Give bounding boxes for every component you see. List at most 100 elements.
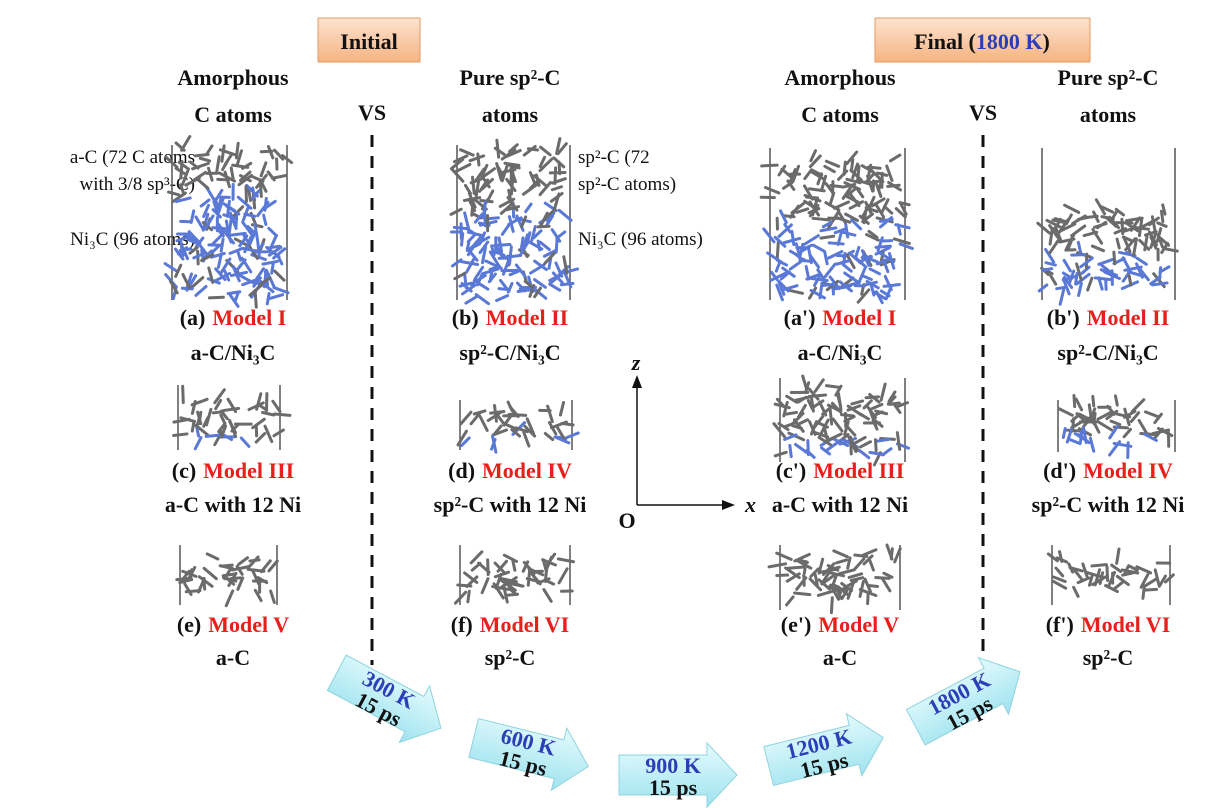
bond [183, 386, 184, 402]
panel-letter: (f) [451, 612, 473, 637]
bond [812, 399, 814, 411]
bond [841, 232, 855, 235]
header-final-text: Final ( [914, 29, 976, 54]
bond [245, 214, 255, 216]
bond [483, 202, 485, 217]
bond [1069, 439, 1080, 443]
bond [874, 412, 882, 416]
header-final: Final (1800 K) [914, 29, 1050, 54]
bond [1092, 565, 1107, 566]
bond [841, 415, 853, 416]
bond [482, 579, 488, 593]
bond [213, 228, 227, 229]
step-arrow: 1200 K15 ps [761, 706, 891, 797]
bond [468, 232, 482, 235]
panel-model: Model III [203, 458, 294, 483]
bond [1097, 421, 1111, 430]
bond [805, 170, 812, 179]
bond [1039, 285, 1047, 291]
panel-description: sp²-C/Ni₃C [1057, 340, 1158, 365]
bond [900, 244, 912, 249]
bond [274, 430, 283, 436]
bond [1107, 567, 1108, 581]
bond [790, 445, 791, 456]
bond [196, 286, 206, 295]
bond [241, 438, 249, 446]
bond [1093, 396, 1094, 405]
bond [1114, 582, 1124, 590]
bond [777, 575, 788, 576]
bond [207, 409, 211, 424]
bond [830, 409, 831, 424]
bond [1079, 283, 1082, 295]
panel-label: (f)Model VI [451, 612, 569, 637]
bond [1145, 237, 1147, 250]
bond [775, 452, 786, 456]
bond [207, 554, 218, 559]
bond [174, 434, 187, 436]
bond [488, 191, 493, 200]
vs-label: VS [969, 100, 997, 125]
bond [872, 404, 882, 408]
bond [834, 202, 848, 208]
bond [238, 578, 243, 590]
panel-letter: (b') [1047, 305, 1080, 330]
structure [1048, 545, 1173, 605]
bond [815, 380, 823, 392]
panel-model: Model II [486, 305, 569, 330]
step-arrow: 1800 K15 ps [901, 644, 1035, 756]
bond [825, 264, 835, 277]
panel-description: sp²-C/Ni₃C [459, 340, 560, 365]
panel-label: (e')Model V [781, 612, 900, 637]
bond [1139, 420, 1146, 432]
panel-model: Model I [212, 305, 286, 330]
bond [764, 229, 774, 242]
bond [524, 432, 529, 446]
bond [765, 187, 779, 192]
bond [468, 591, 469, 602]
bond [1125, 409, 1129, 424]
structure [177, 545, 277, 606]
bond [480, 417, 487, 431]
bond [881, 384, 885, 400]
bond [1056, 568, 1063, 576]
bond [1067, 215, 1072, 224]
bond [191, 211, 193, 223]
panel-label: (a')Model I [784, 305, 897, 330]
bond [562, 423, 573, 425]
bond [1063, 429, 1065, 438]
bond [186, 591, 200, 592]
bond [476, 180, 479, 197]
column-heading: Amorphous [784, 65, 896, 90]
bond [239, 558, 248, 565]
bond [1051, 276, 1056, 284]
bond [545, 580, 554, 584]
panel-model: Model V [208, 612, 289, 637]
bond [550, 284, 560, 290]
column-heading: C atoms [194, 102, 272, 127]
column-heading: Pure sp²-C [460, 65, 561, 90]
panel-label: (d)Model IV [448, 458, 572, 483]
bond [805, 236, 819, 245]
bond [226, 591, 232, 606]
bond [818, 591, 834, 596]
structure [761, 148, 912, 303]
axis-label: x [744, 492, 756, 517]
bond [222, 565, 233, 566]
bond [209, 297, 223, 298]
bond [1137, 258, 1146, 264]
bond [1060, 552, 1062, 562]
bond [875, 440, 876, 451]
bond [217, 157, 219, 171]
bond [473, 177, 475, 193]
bond [502, 225, 509, 234]
bond [508, 283, 512, 292]
bond [830, 193, 834, 205]
panel-label: (b')Model II [1047, 305, 1170, 330]
bond [833, 419, 842, 431]
bond [807, 197, 818, 198]
bond [897, 433, 899, 450]
bond [1074, 587, 1079, 596]
bond [269, 228, 277, 235]
panel-model: Model VI [1081, 612, 1170, 637]
